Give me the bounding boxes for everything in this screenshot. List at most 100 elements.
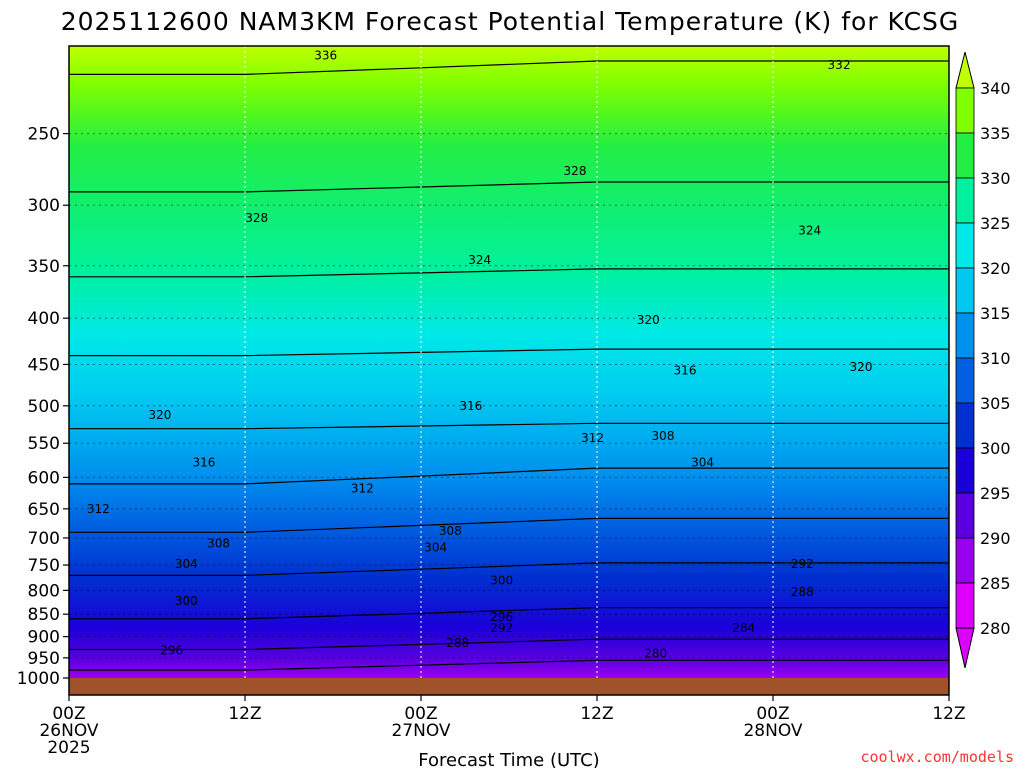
- contour-label: 292: [490, 621, 513, 635]
- colorbar-band: [955, 492, 975, 539]
- contour-label: 312: [87, 502, 110, 516]
- plot-frame: [68, 45, 950, 696]
- colorbar-tick-label: 315: [980, 304, 1011, 323]
- isentrope-line: [69, 348, 949, 357]
- contour-label: 308: [439, 524, 462, 538]
- colorbar-band: [955, 582, 975, 629]
- contour-label: 316: [674, 364, 697, 378]
- y-tick-label: 1000: [17, 669, 60, 689]
- x-tick-label: 12Z: [228, 704, 261, 724]
- colorbar-band: [955, 87, 975, 134]
- contour-label: 300: [175, 594, 198, 608]
- colorbar-tick-label: 290: [980, 529, 1011, 548]
- x-tick-label: 00Z: [52, 704, 85, 724]
- colorbar-tick-label: 305: [980, 394, 1011, 413]
- contour-label: 296: [160, 643, 183, 657]
- contour-label: 316: [459, 399, 482, 413]
- contour-label: 316: [192, 456, 215, 470]
- y-axis: 250 300 350 400 450 500 550 600 650 700 750 800 850 9…: [17, 125, 69, 689]
- colorbar-min-triangle: [955, 627, 975, 669]
- contour-labels: 336 332 328 328 324 324 320 320 316 320 316 312 308 3…: [87, 49, 873, 661]
- y-tick-label: 450: [28, 355, 60, 375]
- contour-label: 288: [446, 636, 469, 650]
- contour-label: 284: [732, 621, 755, 635]
- y-tick-label: 500: [28, 397, 60, 417]
- contour-label: 288: [791, 585, 814, 599]
- contour-label: 332: [828, 58, 851, 72]
- y-tick-label: 700: [28, 529, 60, 549]
- y-tick-label: 650: [28, 500, 60, 520]
- contour-label: 292: [791, 557, 814, 571]
- colorbar-tick-label: 335: [980, 124, 1011, 143]
- colorbar-band: [955, 537, 975, 584]
- contour-label: 320: [850, 360, 873, 374]
- colorbar-band: [955, 402, 975, 449]
- x-tick-label: 26NOV: [39, 721, 98, 741]
- y-tick-label: 300: [28, 196, 60, 216]
- contour-label: 300: [490, 573, 513, 587]
- x-tick-label: 2025: [47, 738, 90, 758]
- colorbar-band: [955, 357, 975, 404]
- colorbar: 340 335 330 325 320 315 310 305 300 295 290 285 280: [955, 51, 1011, 669]
- y-tick-label: 750: [28, 556, 60, 576]
- grid: [69, 46, 949, 678]
- contour-label: 308: [207, 537, 230, 551]
- y-tick-label: 850: [28, 605, 60, 625]
- colorbar-tick-label: 330: [980, 169, 1011, 188]
- isentrope-line: [69, 659, 949, 671]
- contour-label: 312: [581, 431, 604, 445]
- contour-label: 280: [644, 647, 667, 661]
- colorbar-band: [955, 447, 975, 494]
- contour-label: 308: [652, 429, 675, 443]
- x-tick-label: 12Z: [932, 704, 965, 724]
- ground-surface: [69, 678, 949, 695]
- y-tick-label: 350: [28, 257, 60, 277]
- y-tick-label: 950: [28, 649, 60, 669]
- contour-label: 296: [490, 610, 513, 624]
- colorbar-band: [955, 267, 975, 314]
- y-tick-label: 250: [28, 125, 60, 145]
- contour-label: 304: [175, 557, 198, 571]
- y-tick-label: 600: [28, 468, 60, 488]
- x-tick-label: 00Z: [404, 704, 437, 724]
- x-axis-label: Forecast Time (UTC): [418, 750, 599, 768]
- plot-area: [69, 46, 949, 678]
- colorbar-tick-label: 340: [980, 79, 1011, 98]
- colorbar-tick-label: 285: [980, 574, 1011, 593]
- contour-label: 328: [245, 211, 268, 225]
- colorbar-band: [955, 222, 975, 269]
- contour-label: 312: [351, 481, 374, 495]
- contour-label: 336: [314, 49, 337, 63]
- contour-label: 320: [148, 408, 171, 422]
- x-tick-label: 27NOV: [391, 721, 450, 741]
- colorbar-tick-label: 320: [980, 259, 1011, 278]
- contour-label: 304: [691, 456, 714, 470]
- temperature-field: [69, 46, 949, 678]
- colorbar-tick-label: 310: [980, 349, 1011, 368]
- isentrope-line: [69, 638, 949, 651]
- y-tick-label: 800: [28, 581, 60, 601]
- colorbar-tick-label: 325: [980, 214, 1011, 233]
- colorbar-band: [955, 312, 975, 359]
- colorbar-tick-label: 295: [980, 484, 1011, 503]
- credit-text: coolwx.com/models: [860, 748, 1014, 766]
- y-tick-label: 550: [28, 434, 60, 454]
- contour-label: 328: [564, 164, 587, 178]
- contour-label: 324: [798, 224, 821, 238]
- contour-label: 320: [637, 313, 660, 327]
- colorbar-max-triangle: [955, 51, 975, 89]
- colorbar-band: [955, 177, 975, 224]
- colorbar-band: [955, 132, 975, 179]
- x-tick-label: 00Z: [756, 704, 789, 724]
- colorbar-tick-label: 280: [980, 619, 1011, 638]
- contour-label: 324: [468, 253, 491, 267]
- chart-title: 2025112600 NAM3KM Forecast Potential Tem…: [61, 7, 960, 36]
- contour-label: 304: [424, 540, 447, 554]
- colorbar-tick-label: 300: [980, 439, 1011, 458]
- isentrope-line: [69, 467, 949, 485]
- y-tick-label: 400: [28, 309, 60, 329]
- y-tick-label: 900: [28, 628, 60, 648]
- isentrope-line: [69, 422, 949, 430]
